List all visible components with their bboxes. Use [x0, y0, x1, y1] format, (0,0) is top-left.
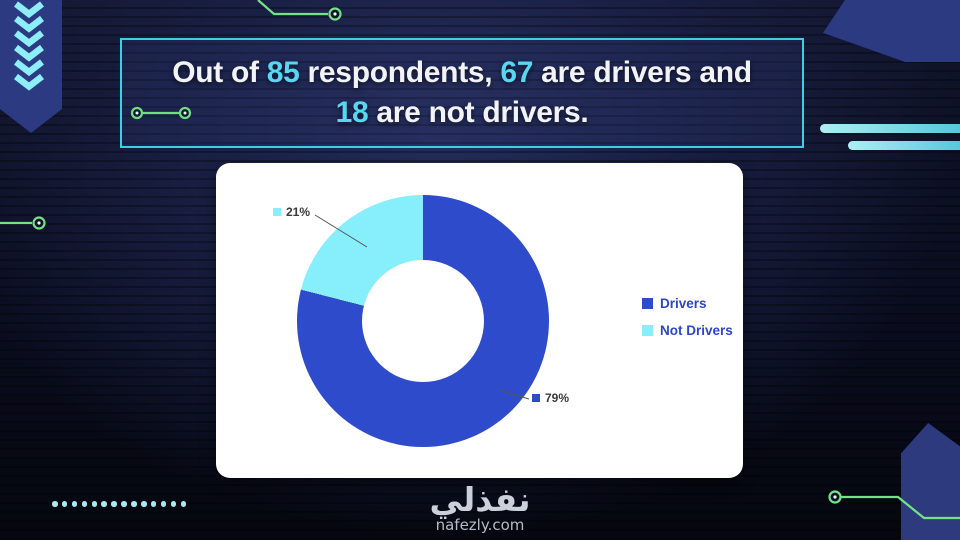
slice-percent-not-drivers: 21% — [286, 205, 311, 219]
legend-item-not-drivers: Not Drivers — [642, 323, 733, 338]
title-number-not-drivers: 18 — [335, 96, 369, 129]
dot — [81, 501, 88, 507]
dot — [160, 501, 167, 507]
corner-arrow-shape — [901, 423, 960, 540]
slice-label-drivers: 79% — [532, 391, 569, 405]
dot — [170, 501, 177, 507]
accent-line — [848, 141, 960, 150]
title-text: respondents, — [299, 56, 501, 89]
title-number-drivers: 67 — [500, 56, 534, 89]
dotted-line — [52, 501, 187, 507]
legend-swatch-drivers — [642, 298, 653, 309]
dot — [61, 501, 68, 507]
not-drivers-swatch — [273, 208, 281, 216]
slice-percent-drivers: 79% — [545, 391, 570, 405]
dot — [71, 501, 78, 507]
drivers-swatch — [532, 394, 540, 402]
title-line-2: 18 are not drivers. — [336, 93, 589, 133]
circuit-trace-icon — [828, 490, 960, 520]
circuit-trace-icon — [0, 216, 46, 230]
title-text: are drivers and — [533, 56, 752, 89]
legend-label-drivers: Drivers — [660, 296, 707, 311]
title-number-respondents: 85 — [266, 56, 300, 89]
dot — [111, 501, 117, 507]
dot — [131, 501, 137, 507]
title-text: Out of — [172, 56, 267, 89]
donut-hole — [362, 260, 484, 382]
dot — [52, 501, 58, 507]
dot — [101, 501, 107, 507]
chart-card: 21% 79% Drivers Not Drivers — [216, 163, 743, 478]
logo-arabic: نفذلي — [429, 480, 531, 519]
legend-label-not-drivers: Not Drivers — [660, 323, 733, 338]
legend-item-drivers: Drivers — [642, 296, 733, 311]
dot — [91, 501, 98, 507]
logo-domain: nafezly.com — [435, 516, 525, 534]
footer-logo: نفذلي nafezly.com — [0, 480, 960, 534]
title-line-1: Out of 85 respondents, 67 are drivers an… — [172, 53, 752, 93]
donut-chart — [297, 195, 549, 447]
accent-line — [820, 124, 960, 133]
title-box: Out of 85 respondents, 67 are drivers an… — [120, 38, 804, 148]
dot — [121, 501, 127, 507]
legend-swatch-not-drivers — [642, 325, 653, 336]
dot — [180, 501, 187, 507]
chevrons-down-icon — [14, 1, 44, 91]
dot — [141, 501, 147, 507]
banner-chevrons-shape — [0, 0, 62, 133]
dot — [150, 501, 157, 507]
circuit-trace-icon — [257, 0, 342, 21]
circuit-node-icon — [130, 106, 192, 120]
slice-label-not-drivers: 21% — [273, 205, 310, 219]
legend: Drivers Not Drivers — [642, 296, 733, 338]
title-text: are not drivers. — [368, 96, 589, 129]
